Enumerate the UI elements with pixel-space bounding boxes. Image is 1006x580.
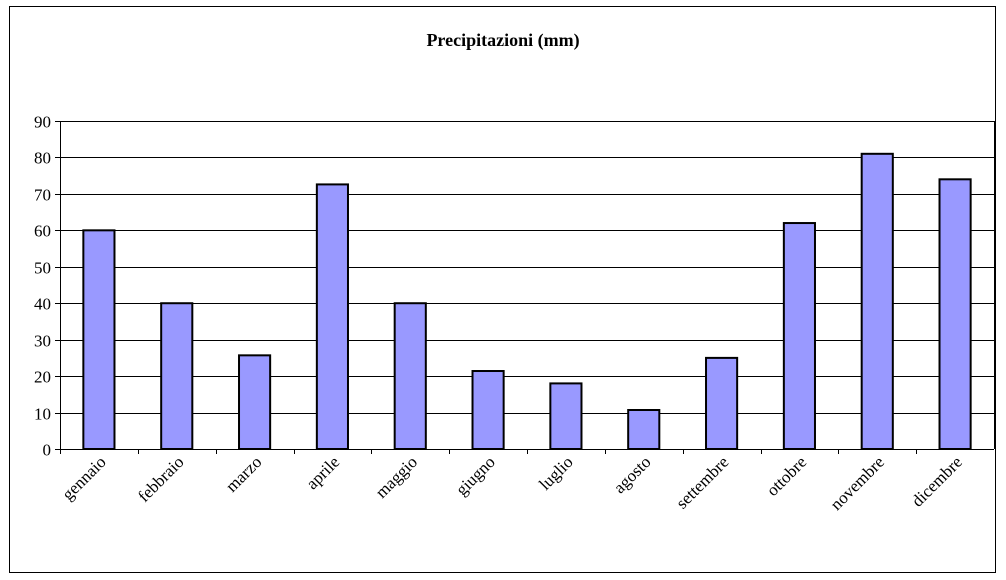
bar-settembre [705,356,739,450]
y-tick-label: 60 [34,222,51,241]
y-tick-label: 40 [34,295,51,314]
y-tick-label: 10 [34,405,51,424]
gridlines [60,121,994,414]
y-tick-label: 80 [34,149,51,168]
bar-novembre [860,152,894,451]
bar-luglio [549,382,583,450]
bar-giugno [471,370,505,450]
y-tick-label: 70 [34,186,51,205]
bar-marzo [238,354,272,450]
bar-dicembre [938,178,972,451]
bars [82,152,972,451]
y-tick-label: 20 [34,368,51,387]
y-tick-label: 0 [43,441,52,460]
bar-gennaio [82,229,116,450]
y-tick-labels: 0 10 20 30 40 50 60 70 80 90 [34,113,51,460]
chart-title: Precipitazioni (mm) [426,30,580,50]
y-tick-label: 30 [34,332,51,351]
bar-ottobre [782,222,816,450]
bar-aprile [315,183,349,450]
bar-maggio [393,302,427,450]
y-tick-label: 90 [34,113,51,132]
bar-febbraio [160,302,194,450]
chart-outer-frame [9,6,996,573]
axes [55,121,995,454]
y-tick-label: 50 [34,259,51,278]
bar-agosto [627,409,661,451]
